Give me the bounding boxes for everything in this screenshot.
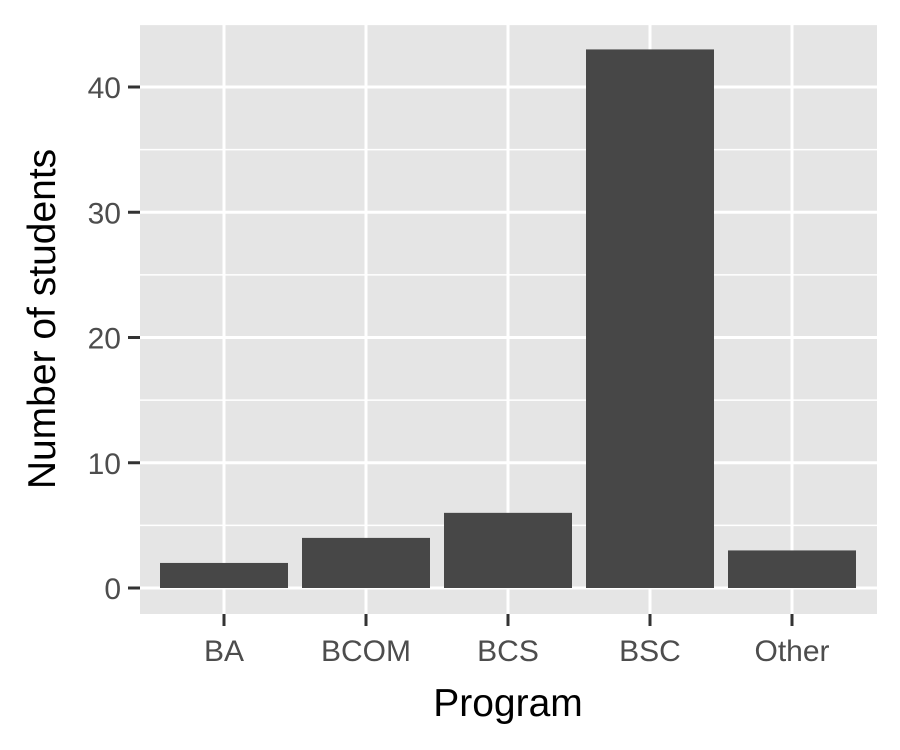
bar-other (728, 550, 856, 588)
bar-bcom (302, 537, 430, 588)
x-tick-label: BSC (619, 635, 681, 668)
bar-bcs (444, 512, 572, 588)
x-tick-label: BCOM (321, 635, 411, 668)
y-tick-label: 40 (88, 72, 121, 105)
x-axis-title: Program (433, 682, 583, 725)
bars (160, 49, 856, 589)
x-axis: BA BCOM BCS BSC Other (204, 614, 830, 668)
x-tick-label: BCS (477, 635, 539, 668)
y-tick-label: 0 (104, 573, 121, 606)
y-tick-label: 20 (88, 323, 121, 356)
y-axis: 0 10 20 30 40 (88, 72, 140, 606)
x-tick-label: BA (204, 635, 244, 668)
bar-ba (160, 562, 288, 588)
y-axis-title: Number of students (21, 149, 64, 489)
bar-bsc (586, 49, 714, 589)
y-tick-label: 10 (88, 448, 121, 481)
x-tick-label: Other (754, 635, 829, 668)
y-tick-label: 30 (88, 197, 121, 230)
